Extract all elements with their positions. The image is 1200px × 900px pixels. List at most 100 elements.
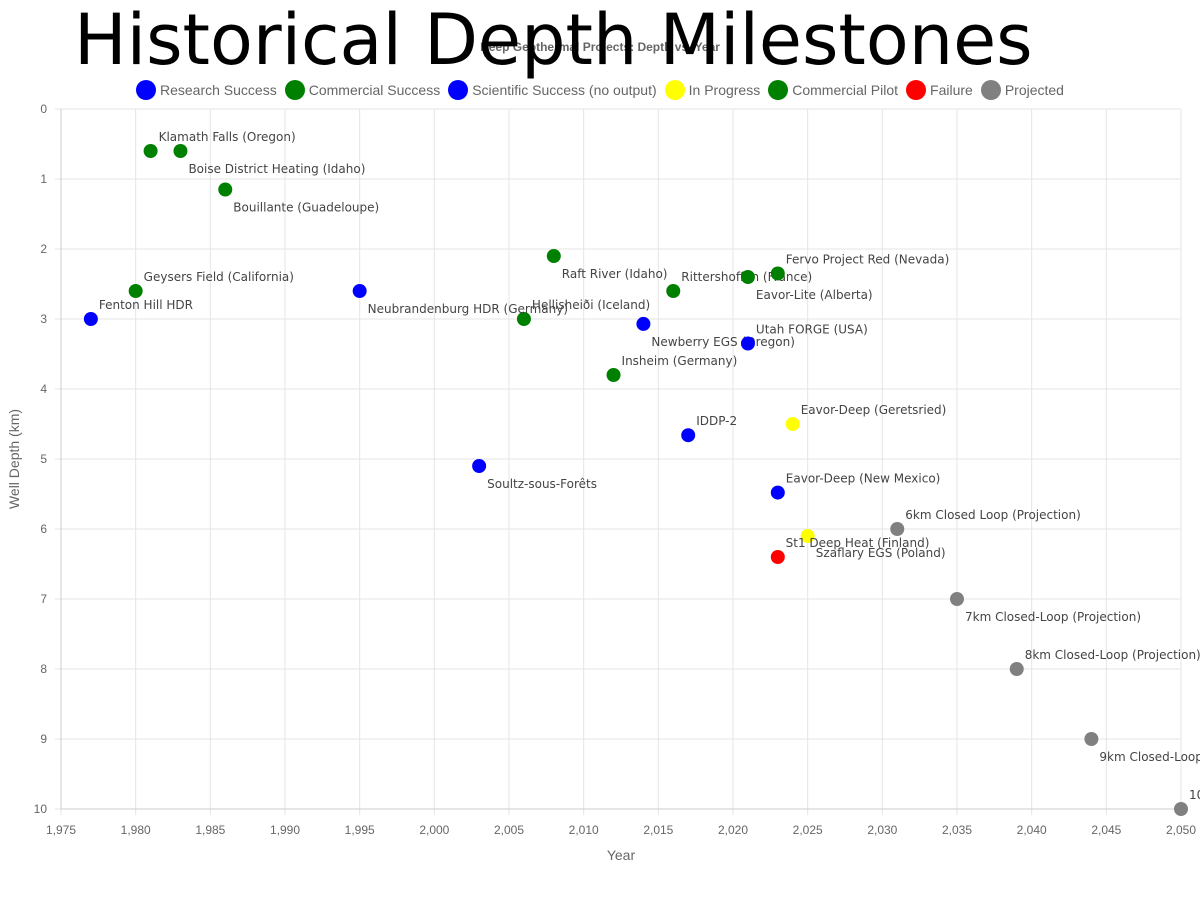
point-label: Szaflary EGS (Poland)	[816, 546, 946, 560]
x-tick-label: 1,990	[270, 823, 300, 837]
data-point	[516, 312, 531, 326]
data-point	[770, 550, 785, 564]
point-label: Hellisheiði (Iceland)	[532, 298, 650, 312]
point-label: Insheim (Germany)	[622, 354, 738, 368]
data-point	[785, 417, 800, 431]
y-tick-label: 10	[34, 802, 48, 816]
legend-label: Commercial Success	[308, 82, 441, 98]
data-point	[1084, 732, 1099, 746]
x-tick-label: 2,025	[793, 823, 823, 837]
legend-swatch	[448, 80, 469, 100]
x-tick-label: 2,020	[718, 823, 748, 837]
x-tick-label: 1,980	[121, 823, 151, 837]
x-tick-label: 2,035	[942, 823, 972, 837]
legend-label: Failure	[930, 82, 973, 98]
x-tick-label: 1,975	[46, 823, 76, 837]
y-tick-label: 5	[40, 452, 47, 466]
point-label: Boise District Heating (Idaho)	[188, 162, 365, 176]
data-point	[740, 270, 755, 284]
y-tick-label: 8	[40, 662, 47, 676]
legend-label: Scientific Success (no output)	[472, 82, 657, 98]
legend-item[interactable]: Failure	[906, 80, 973, 100]
y-tick-label: 3	[40, 312, 47, 326]
x-tick-label: 2,045	[1091, 823, 1121, 837]
chart-title: Deep Geothermal Projects: Depth vs. Year	[480, 40, 720, 54]
x-tick-label: 2,050	[1166, 823, 1196, 837]
point-label: Fenton Hill HDR	[99, 298, 193, 312]
y-tick-label: 7	[40, 592, 47, 606]
x-axis-title: Year	[607, 847, 636, 863]
data-point	[740, 336, 755, 351]
data-point	[546, 249, 561, 263]
y-tick-label: 2	[40, 242, 47, 256]
legend-label: Projected	[1004, 82, 1064, 98]
x-tick-label: 2,040	[1017, 823, 1047, 837]
legend-item[interactable]: Scientific Success (no output)	[448, 80, 657, 100]
y-tick-label: 4	[40, 382, 47, 396]
point-label: Utah FORGE (USA)	[756, 323, 868, 337]
x-tick-label: 2,015	[643, 823, 673, 837]
data-point	[1174, 802, 1188, 816]
point-label: Bouillante (Guadeloupe)	[233, 201, 379, 215]
y-tick-label: 0	[40, 102, 47, 116]
data-point	[890, 522, 905, 536]
x-tick-label: 2,030	[867, 823, 897, 837]
data-point	[218, 182, 233, 197]
legend-item[interactable]: Projected	[980, 80, 1064, 100]
data-point	[606, 368, 621, 382]
point-label: Raft River (Idaho)	[562, 267, 668, 281]
legend-item[interactable]: Commercial Success	[284, 80, 441, 100]
y-tick-label: 9	[40, 732, 47, 746]
data-point	[83, 312, 98, 326]
legend-swatch	[664, 80, 685, 100]
data-point	[770, 266, 785, 281]
x-tick-label: 2,010	[569, 823, 599, 837]
data-point	[666, 284, 681, 298]
x-tick-label: 2,000	[419, 823, 449, 837]
legend-label: In Progress	[688, 82, 761, 98]
data-point	[472, 459, 487, 473]
point-label: Fervo Project Red (Nevada)	[786, 253, 949, 267]
point-label: Eavor-Deep (New Mexico)	[786, 472, 941, 486]
data-point	[352, 284, 367, 298]
point-label: Newberry EGS (Oregon)	[651, 335, 794, 349]
point-label: 8km Closed-Loop (Projection)	[1025, 648, 1200, 662]
point-label: Neubrandenburg HDR (Germany)	[368, 302, 568, 316]
data-point	[128, 284, 143, 298]
data-point	[681, 428, 696, 443]
data-point	[173, 144, 188, 158]
point-label: Eavor-Lite (Alberta)	[756, 288, 873, 302]
x-tick-label: 2,005	[494, 823, 524, 837]
point-label: Eavor-Deep (Geretsried)	[801, 403, 947, 417]
point-label: Klamath Falls (Oregon)	[159, 130, 296, 144]
data-point	[770, 485, 785, 500]
data-point	[636, 316, 651, 331]
legend-item[interactable]: In Progress	[664, 80, 761, 100]
page-title: Historical Depth Milestones	[74, 0, 1033, 81]
legend-swatch	[768, 80, 789, 100]
legend-label: Research Success	[160, 82, 277, 98]
point-label: 6km Closed Loop (Projection)	[905, 508, 1080, 522]
legend-swatch	[284, 80, 305, 100]
legend-swatch	[906, 80, 927, 100]
point-label: Soultz-sous-Forêts	[487, 477, 597, 491]
point-label: 10km Closed-Loop (Projection)	[1189, 788, 1200, 802]
point-label: 7km Closed-Loop (Projection)	[965, 610, 1141, 624]
y-tick-label: 6	[40, 522, 47, 536]
data-point	[800, 529, 815, 543]
y-axis-title: Well Depth (km)	[6, 409, 22, 509]
data-point	[143, 144, 158, 158]
legend-swatch	[136, 80, 156, 100]
chart-legend: Research Success Commercial Success Scient…	[0, 80, 1200, 100]
x-tick-label: 1,985	[195, 823, 225, 837]
point-label: IDDP-2	[696, 414, 737, 428]
point-label: St1 Deep Heat (Finland)	[786, 536, 930, 550]
legend-item[interactable]: Research Success	[136, 80, 277, 100]
legend-swatch	[980, 80, 1001, 100]
point-label: 9km Closed-Loop (Projection)	[1099, 750, 1200, 764]
legend-item[interactable]: Commercial Pilot	[768, 80, 898, 100]
point-label: Geysers Field (California)	[144, 270, 294, 284]
data-point	[1009, 662, 1024, 676]
x-tick-label: 1,995	[345, 823, 375, 837]
